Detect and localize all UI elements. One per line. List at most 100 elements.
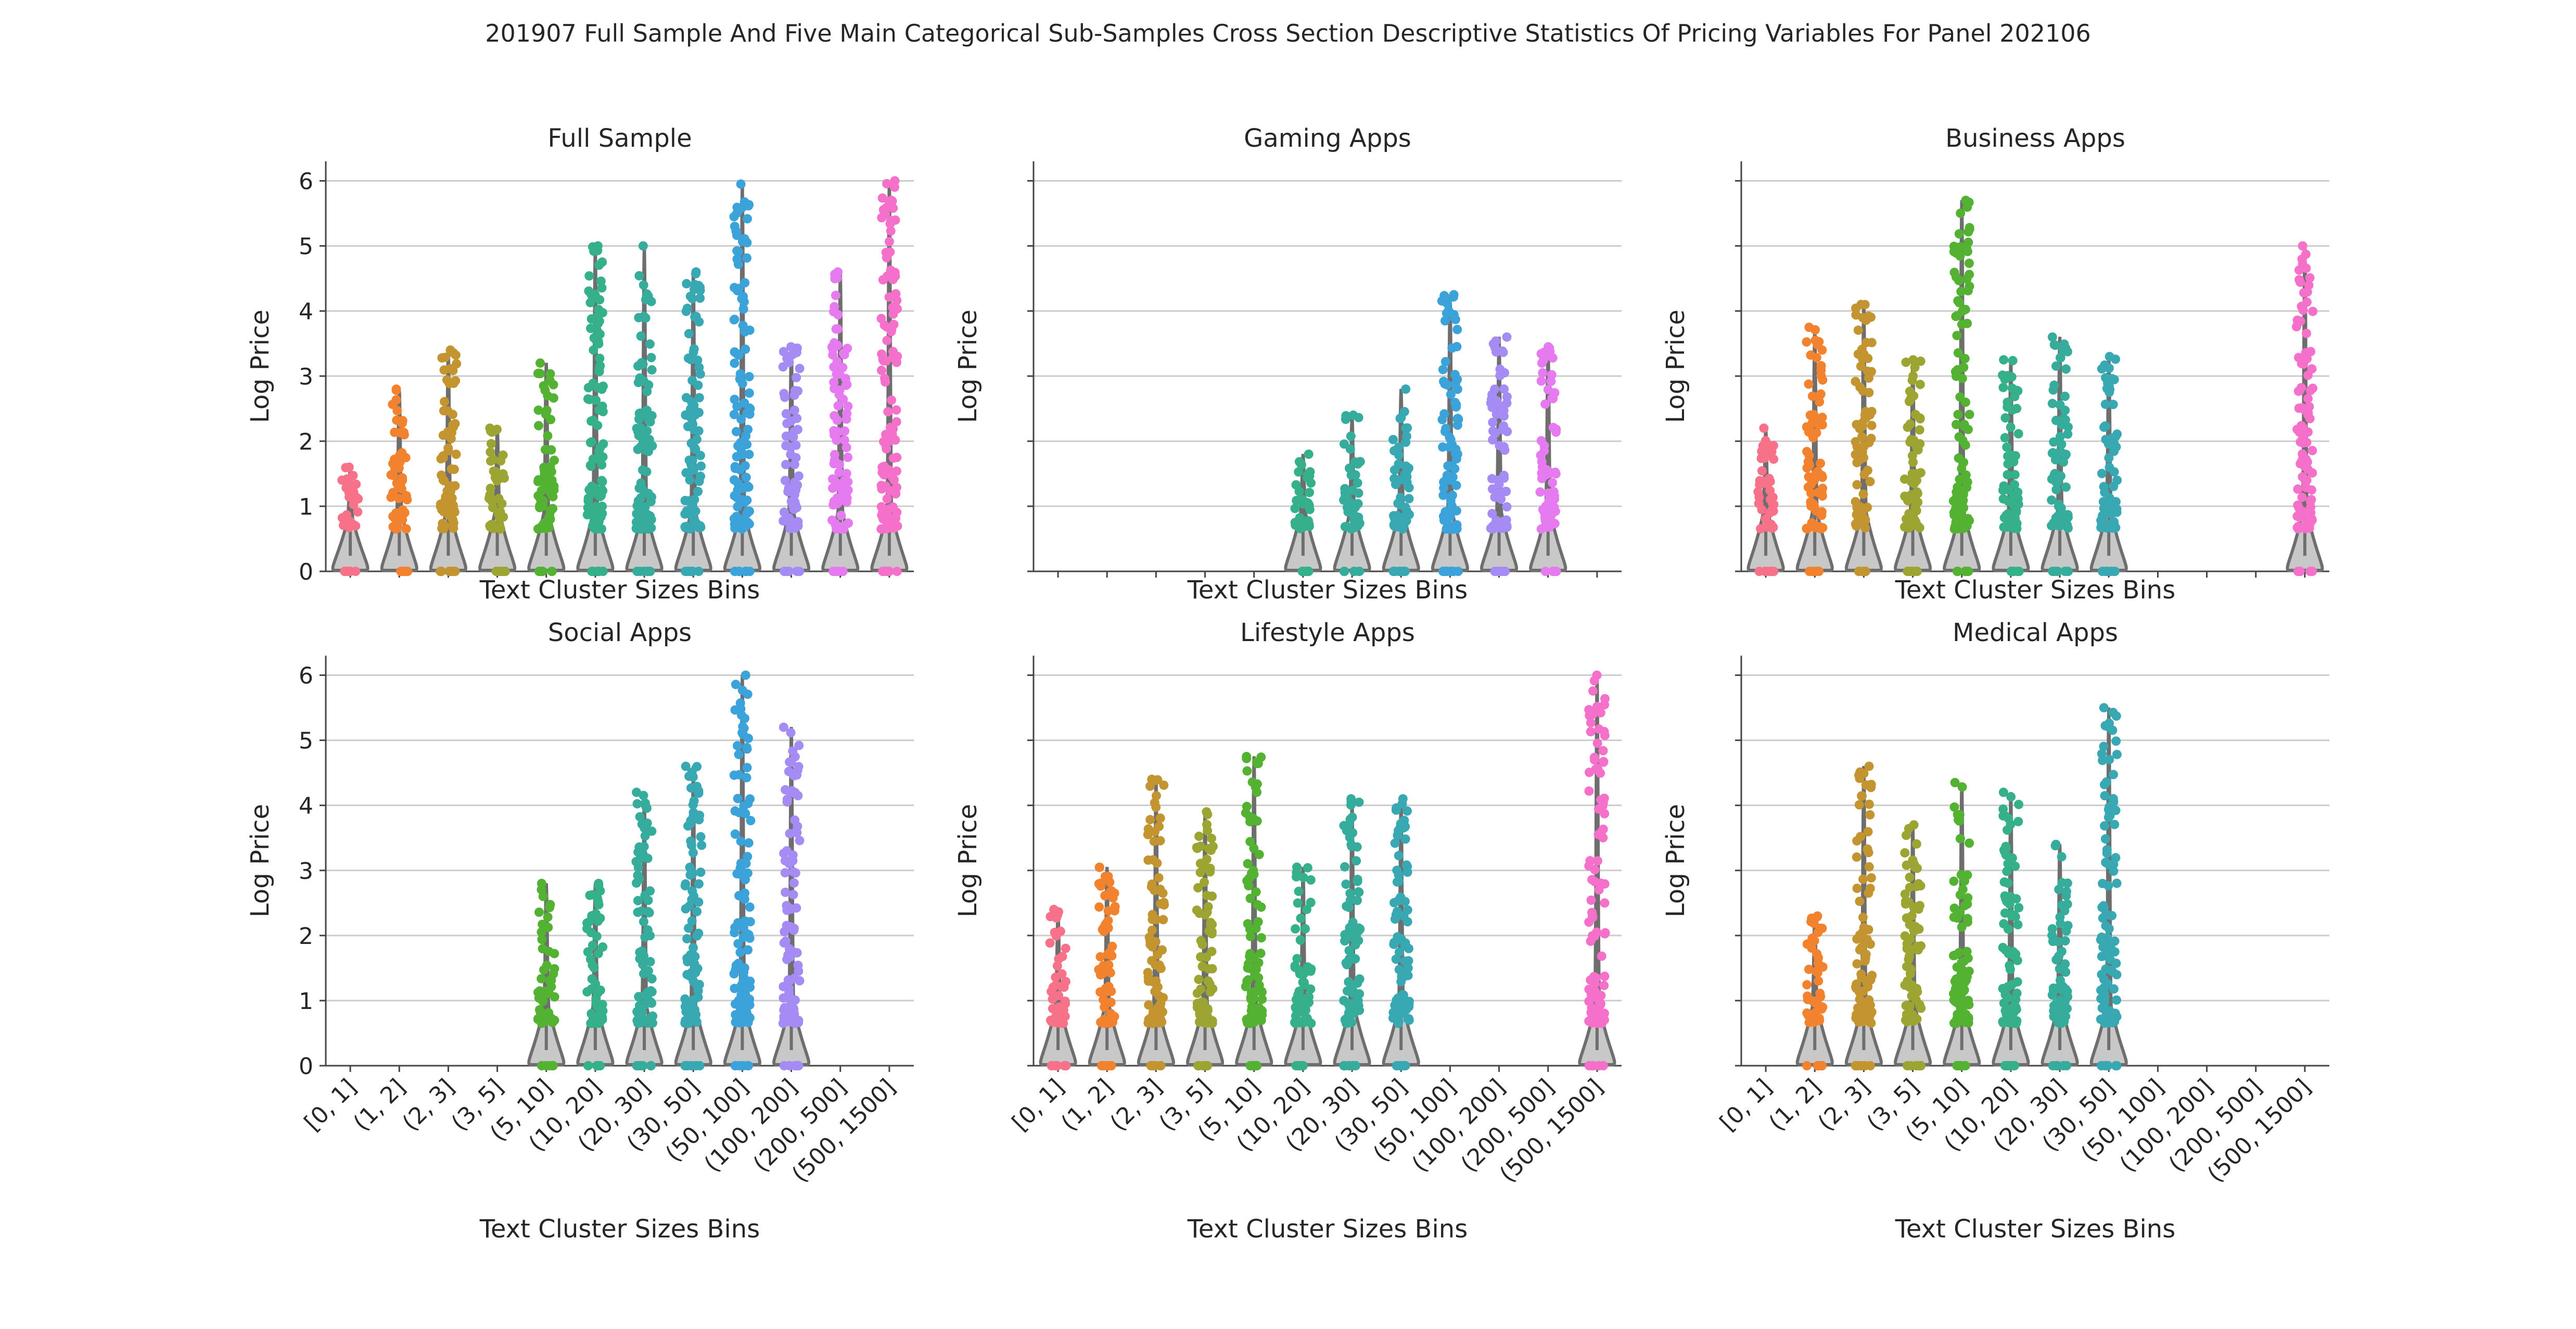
- strip-point: [1539, 348, 1549, 357]
- strip-point: [1807, 391, 1817, 401]
- strip-point: [447, 464, 456, 474]
- strip-point: [1949, 876, 1959, 886]
- strip-point: [733, 741, 743, 751]
- strip-point: [890, 435, 900, 445]
- strip-point: [2003, 993, 2013, 1003]
- strip-point: [1965, 223, 1974, 233]
- strip-point: [2105, 385, 2115, 394]
- strip-point: [2053, 477, 2063, 487]
- strip-point: [741, 344, 750, 354]
- strip-point: [831, 567, 840, 576]
- strip-point: [2098, 985, 2108, 994]
- strip-point: [742, 743, 751, 752]
- strip-point: [1950, 984, 1960, 994]
- strip-point: [1999, 919, 2009, 929]
- x-tick-label: (2, 3]: [1105, 1074, 1167, 1136]
- strip-point: [492, 425, 502, 435]
- strip-point: [1442, 298, 1452, 308]
- strip-point: [1816, 458, 1826, 468]
- strip-point: [1350, 1061, 1360, 1070]
- strip-point: [1349, 567, 1359, 576]
- strip-point: [1863, 366, 1872, 376]
- y-tick-label: 4: [299, 299, 313, 325]
- strip-point: [1901, 897, 1911, 906]
- strip-point: [735, 863, 745, 873]
- strip-point: [733, 794, 743, 803]
- strip-point: [831, 290, 840, 300]
- strip-point: [1909, 436, 1919, 445]
- strip-point: [1908, 355, 1918, 365]
- strip-point: [2003, 451, 2013, 461]
- strip-point: [596, 524, 606, 534]
- strip-point: [2307, 468, 2317, 478]
- strip-point: [1956, 287, 1966, 297]
- strip-point: [1390, 914, 1400, 924]
- strip-point: [1905, 872, 1915, 882]
- strip-point: [1143, 829, 1153, 839]
- strip-point: [1586, 1007, 1596, 1017]
- strip-point: [2007, 853, 2017, 863]
- strip-point: [2099, 703, 2109, 713]
- strip-point: [789, 924, 799, 934]
- strip-point: [733, 502, 743, 512]
- strip-point: [1060, 996, 1070, 1006]
- strip-point: [394, 493, 404, 503]
- strip-point: [1956, 242, 1966, 252]
- strip-point: [1962, 914, 1972, 924]
- strip-point: [1858, 912, 1868, 922]
- strip-point: [1192, 905, 1202, 915]
- strip-point: [1754, 492, 1764, 502]
- strip-point: [1291, 924, 1300, 934]
- strip-point: [633, 847, 643, 857]
- y-axis-label: Log Price: [953, 310, 983, 423]
- strip-point: [1151, 802, 1161, 812]
- strip-point: [1858, 489, 1868, 499]
- strip-point: [2063, 347, 2073, 356]
- strip-point: [689, 344, 699, 354]
- strip-point: [1156, 964, 1166, 974]
- strip-point: [1963, 953, 1973, 963]
- strip-point: [745, 982, 755, 992]
- strip-point: [496, 456, 506, 466]
- strip-point: [1949, 802, 1959, 812]
- strip-point: [1354, 488, 1363, 498]
- strip-point: [1203, 1005, 1213, 1015]
- strip-point: [1205, 867, 1215, 877]
- strip-point: [1045, 938, 1055, 948]
- strip-point: [1159, 780, 1169, 790]
- strip-point: [879, 356, 889, 366]
- strip-point: [586, 324, 596, 334]
- strip-point: [1300, 924, 1310, 934]
- strip-point: [1584, 786, 1594, 796]
- strip-point: [2109, 481, 2119, 491]
- strip-point: [451, 449, 461, 459]
- x-axis-label: Text Cluster Sizes Bins: [479, 576, 760, 605]
- strip-point: [1344, 945, 1354, 955]
- strip-point: [1242, 766, 1252, 776]
- strip-point: [1246, 1011, 1256, 1021]
- strip-point: [2057, 439, 2067, 449]
- strip-point: [2059, 339, 2069, 349]
- strip-point: [885, 486, 895, 496]
- strip-point: [647, 826, 657, 836]
- strip-point: [546, 445, 556, 455]
- strip-point: [1207, 927, 1217, 937]
- strip-point: [1290, 961, 1300, 971]
- strip-point: [1959, 305, 1969, 315]
- strip-point: [1998, 942, 2008, 952]
- strip-point: [2012, 977, 2022, 987]
- strip-point: [2108, 708, 2118, 718]
- strip-point: [730, 314, 739, 324]
- strip-point: [838, 524, 848, 534]
- strip-point: [744, 838, 754, 848]
- strip-point: [792, 567, 802, 576]
- strip-point: [489, 466, 499, 476]
- strip-point: [640, 445, 650, 455]
- strip-point: [595, 353, 605, 363]
- strip-point: [1804, 1017, 1814, 1027]
- strip-point: [790, 386, 800, 395]
- strip-point: [1600, 700, 1610, 710]
- strip-point: [794, 740, 804, 750]
- strip-point: [682, 279, 692, 289]
- strip-point: [589, 345, 598, 355]
